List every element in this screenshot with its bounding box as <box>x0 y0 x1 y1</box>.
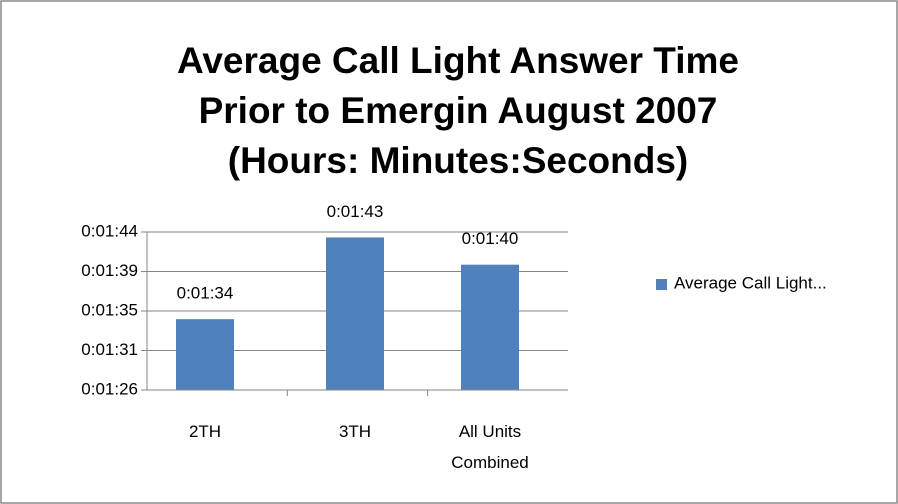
y-tick-label: 0:01:39 <box>81 261 138 280</box>
data-label: 0:01:34 <box>177 284 234 303</box>
legend-label: Average Call Light... <box>674 273 827 292</box>
x-tick-label: 2TH <box>188 422 222 441</box>
y-tick-label: 0:01:26 <box>81 379 138 398</box>
bar <box>176 319 234 390</box>
chart-title-line: (Hours: Minutes:Seconds) <box>228 140 688 181</box>
chart-title-line: Average Call Light Answer Time <box>177 40 739 81</box>
y-tick-label: 0:01:31 <box>81 340 138 359</box>
x-tick-label: All Units Combined <box>451 422 529 472</box>
bar <box>461 264 519 390</box>
y-tick-label: 0:01:35 <box>81 300 138 319</box>
data-label: 0:01:43 <box>327 202 384 221</box>
bar <box>326 237 384 390</box>
y-tick-label: 0:01:44 <box>81 221 138 240</box>
chart-title-line: Prior to Emergin August 2007 <box>199 90 718 131</box>
x-tick-label: 3TH <box>338 422 372 441</box>
legend-swatch <box>656 279 667 290</box>
data-label: 0:01:40 <box>462 229 519 248</box>
